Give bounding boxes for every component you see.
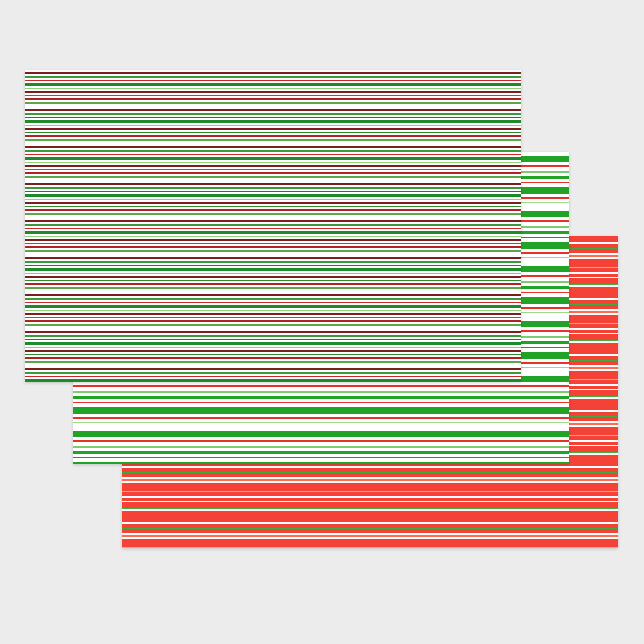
wrapping-sheet-thin-stripes bbox=[25, 70, 521, 382]
